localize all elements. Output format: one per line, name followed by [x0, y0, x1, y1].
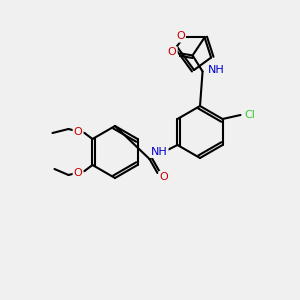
- Text: O: O: [176, 32, 185, 41]
- Text: NH: NH: [208, 65, 224, 75]
- Text: O: O: [74, 168, 82, 178]
- Text: NH: NH: [151, 147, 167, 157]
- Text: O: O: [168, 47, 177, 57]
- Text: Cl: Cl: [244, 110, 255, 120]
- Text: O: O: [160, 172, 168, 182]
- Text: O: O: [74, 127, 82, 137]
